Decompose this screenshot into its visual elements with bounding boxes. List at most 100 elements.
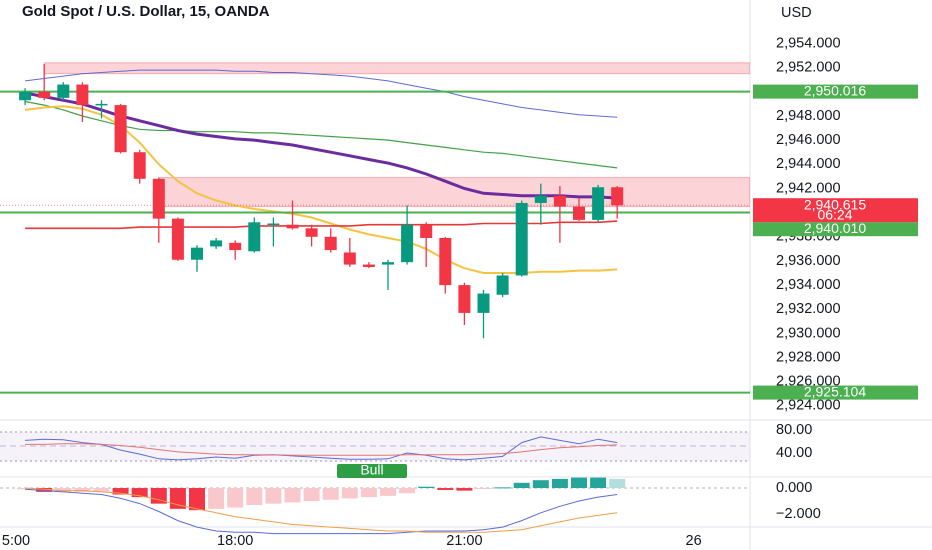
candle-body [210,240,223,247]
candle-body [19,91,32,101]
candle-body [324,236,337,251]
price-tick-label: 2,952.000 [776,59,841,75]
macd-line [25,488,618,535]
candle-body [267,223,280,225]
title-backdrop [0,0,480,24]
candle-body [573,206,585,220]
macd-histogram-bar [131,488,148,498]
rsi-line [25,443,618,456]
countdown-label: 06:24 [817,206,852,222]
macd-histogram-bar [456,488,473,491]
macd-histogram-bar [227,488,244,508]
last-price-label: 2,940.615 [804,196,866,212]
moving-average [25,69,618,118]
macd-histogram-bar [93,488,110,492]
candle-body [191,247,203,260]
price-tick-label: 2,954.000 [776,35,841,51]
price-tick-label: 2,942.000 [776,180,841,196]
price-tick-label: 2,932.000 [776,301,841,317]
candle-body [248,222,261,252]
price-tick-label: 2,946.000 [776,132,841,148]
candle-body [114,105,127,153]
candle-body [382,262,394,265]
level-tag-label: 2,925.104 [804,383,866,399]
candle-body [229,242,242,251]
candle-body [305,228,318,237]
candle-body [477,293,490,313]
candle-body [57,84,70,98]
candle-body [515,202,528,276]
level-tag [753,385,918,400]
rsi-tick-label: 80.00 [776,422,812,438]
macd-histogram-bar [284,488,301,503]
price-tick-label: 2,928.000 [776,349,841,365]
macd-histogram-bar [571,477,587,489]
price-tick-label: 2,936.000 [776,253,841,269]
rsi-tick-label: 40.00 [776,445,812,461]
macd-histogram-bar [380,488,396,496]
macd-histogram-bar [399,488,416,494]
macd-histogram-bar [189,488,205,511]
supply-zone [43,62,750,75]
time-tick-label: 18:00 [217,533,253,549]
rsi-line [25,436,618,461]
macd-histogram-bar [303,488,320,502]
level-tag-label: 2,950.016 [804,82,866,98]
candle-body [362,264,375,267]
price-tick-label: 2,924.000 [776,398,841,414]
macd-histogram-bar [17,488,34,490]
candle-body [38,91,51,98]
candle-body [343,252,356,265]
macd-histogram-bar [322,488,339,500]
chart-title: Gold Spot / U.S. Dollar, 15, OANDA [22,3,270,20]
macd-histogram-bar [55,488,72,492]
candle-body [401,224,414,263]
level-tag-label: 2,940.010 [804,220,866,236]
macd-histogram-bar [74,488,91,492]
signal-badge [337,464,407,478]
candle-body [286,224,299,229]
macd-histogram-bar [532,480,549,489]
candle-body [592,187,605,220]
macd-histogram-bar [150,488,167,504]
macd-tick-label: −2.000 [776,506,821,522]
macd-histogram-bar [360,488,377,498]
macd-histogram-bar [494,487,511,489]
candle-body [133,152,146,179]
macd-histogram-bar [265,488,282,504]
candle-body [76,84,89,106]
price-tick-label: 2,930.000 [776,325,841,341]
time-tick-label: 21:00 [446,533,482,549]
last-price-tag [753,198,918,223]
macd-histogram-bar [437,488,454,490]
macd-histogram-bar [341,488,358,499]
price-tick-label: 2,944.000 [776,156,841,172]
macd-histogram-bar [36,488,53,492]
candle-body [95,103,108,106]
candle-body [496,275,509,295]
supply-zone [158,177,750,208]
macd-histogram-bar [246,488,263,505]
level-tag [753,222,918,237]
macd-histogram-bar [418,486,435,489]
signal-badge-label: Bull [360,462,383,478]
level-tag [753,84,918,99]
currency: USD [781,5,812,21]
candle-body [534,195,547,203]
axes: 2,954.0002,952.0002,950.0002,948.0002,94… [2,35,918,549]
currency-backdrop [762,0,932,26]
candle-body [553,195,566,207]
macd-histogram-bar [551,478,568,489]
macd-tick-label: 0.000 [776,480,812,496]
candle-body [611,187,624,206]
candle-body [458,285,471,313]
candle-body [420,224,433,238]
macd-histogram-bar [513,482,530,489]
macd-histogram-bar [208,488,225,509]
macd-histogram-bar [112,488,129,495]
macd-histogram-bar [475,488,492,490]
price-tick-label: 2,948.000 [776,108,841,124]
plot-area: Bull [0,62,750,535]
